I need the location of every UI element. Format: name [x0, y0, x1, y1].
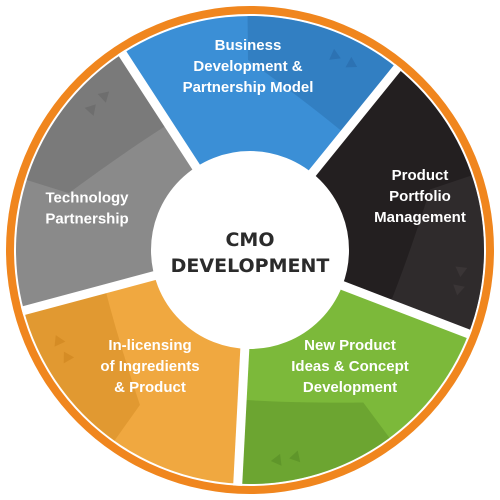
segment-label-in-licensing-line-3: & Product	[114, 379, 186, 396]
segment-label-new-product-line-2: Ideas & Concept	[291, 358, 409, 375]
segment-shade-new-product	[237, 399, 390, 484]
segment-label-new-product-line-1: New Product	[304, 337, 396, 354]
center-label-line-1: CMO	[225, 229, 274, 251]
segment-label-product-portfolio-line-2: Portfolio	[389, 188, 451, 205]
chevron-arrow-icon	[54, 335, 66, 347]
segment-shade-in-licensing	[23, 288, 140, 441]
chevron-arrow-icon	[329, 48, 341, 60]
segment-shade-technology	[26, 53, 169, 194]
segment-label-product-portfolio-line-3: Management	[374, 209, 466, 226]
chevron-arrow-icon	[289, 450, 301, 463]
chevron-arrow-icon	[345, 56, 358, 68]
chevron-arrow-icon	[453, 284, 465, 296]
center-circle	[151, 151, 349, 349]
chevron-arrow-icon	[270, 453, 282, 466]
segment-shade-business	[247, 16, 398, 134]
center-label-line-2: DEVELOPMENT	[171, 255, 330, 277]
segment-label-in-licensing-line-1: In-licensing	[108, 337, 191, 354]
chevron-arrow-icon	[455, 266, 468, 278]
segment-label-business-line-1: Business	[215, 37, 282, 54]
segment-shade-product-portfolio	[390, 175, 485, 334]
segment-label-business-line-3: Partnership Model	[183, 79, 314, 96]
segment-label-in-licensing-line-2: of Ingredients	[100, 358, 199, 375]
segment-label-technology-line-1: Technology	[45, 190, 129, 207]
segment-labels: Business Development & Partnership Model Pr…	[45, 37, 466, 396]
chevron-arrow-icon	[97, 91, 110, 103]
segment-label-technology-line-2: Partnership	[45, 211, 128, 228]
segment-label-new-product-line-3: Development	[303, 379, 397, 396]
chevron-arrow-icon	[63, 351, 75, 364]
segment-label-product-portfolio-line-1: Product	[392, 167, 449, 184]
segment-label-business-line-2: Development &	[193, 58, 302, 75]
chevron-arrow-icon	[84, 104, 96, 116]
